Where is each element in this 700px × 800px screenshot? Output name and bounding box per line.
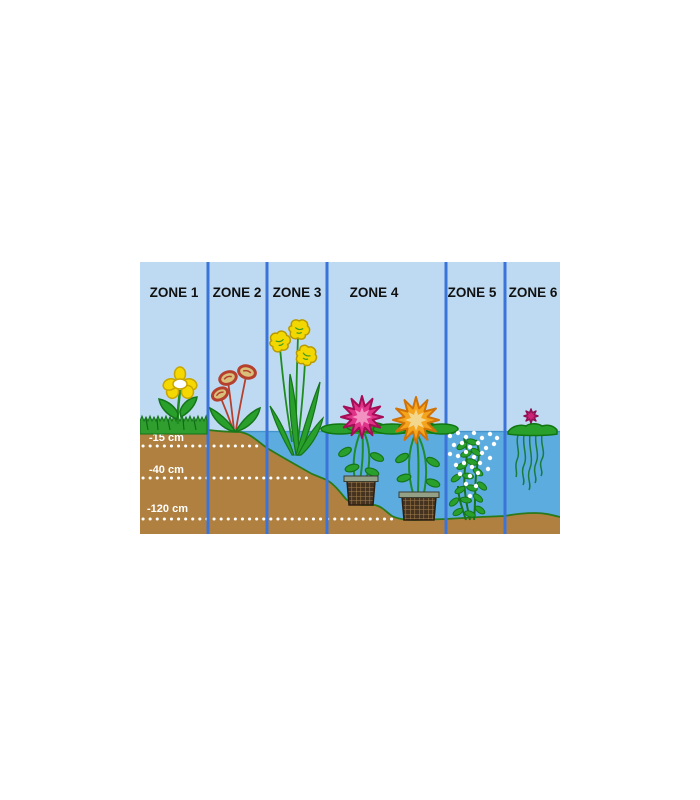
planting-basket bbox=[343, 475, 379, 506]
zone4-water-lilies bbox=[320, 395, 459, 521]
zone-label-2: ZONE 2 bbox=[213, 285, 262, 300]
zone-label-5: ZONE 5 bbox=[448, 285, 497, 300]
oxygen-bubbles bbox=[447, 430, 500, 499]
zone-label-6: ZONE 6 bbox=[509, 285, 558, 300]
disc-flower bbox=[237, 364, 257, 380]
zone2-marginal-plant bbox=[208, 364, 261, 432]
orange-lily-flower bbox=[392, 396, 440, 444]
zone-label-3: ZONE 3 bbox=[273, 285, 322, 300]
zone-label-4: ZONE 4 bbox=[350, 285, 399, 300]
zone1-bog-flower bbox=[158, 366, 198, 425]
depth-label-120cm: -120 cm bbox=[147, 503, 188, 515]
lily-pads bbox=[320, 421, 459, 435]
pond-zones-diagram: -15 cm -40 cm -120 cm bbox=[139, 262, 561, 534]
pink-lily-flower bbox=[340, 395, 384, 439]
zone1-grass-patch bbox=[139, 414, 208, 435]
iris-flower bbox=[288, 319, 311, 340]
floating-plant-mat bbox=[507, 423, 558, 437]
depth-label-15cm: -15 cm bbox=[149, 432, 184, 444]
pond-zones-diagram-container: -15 cm -40 cm -120 cm bbox=[139, 262, 561, 534]
soil-profile bbox=[140, 425, 560, 534]
zone-label-1: ZONE 1 bbox=[150, 285, 199, 300]
planting-basket bbox=[398, 491, 440, 521]
disc-flower bbox=[218, 370, 238, 386]
lily-underwater-leaves bbox=[338, 446, 441, 488]
magenta-flower bbox=[523, 408, 539, 424]
depth-label-40cm: -40 cm bbox=[149, 464, 184, 476]
zone6-floating-plant bbox=[507, 408, 558, 491]
yellow-flower-head bbox=[162, 366, 198, 400]
iris-flower bbox=[269, 330, 291, 353]
zone5-oxygenating-plant bbox=[447, 430, 500, 521]
zone3-iris-plant bbox=[269, 319, 325, 456]
disc-flower bbox=[210, 386, 230, 402]
iris-flower bbox=[295, 344, 318, 367]
floating-plant-roots bbox=[515, 434, 545, 491]
